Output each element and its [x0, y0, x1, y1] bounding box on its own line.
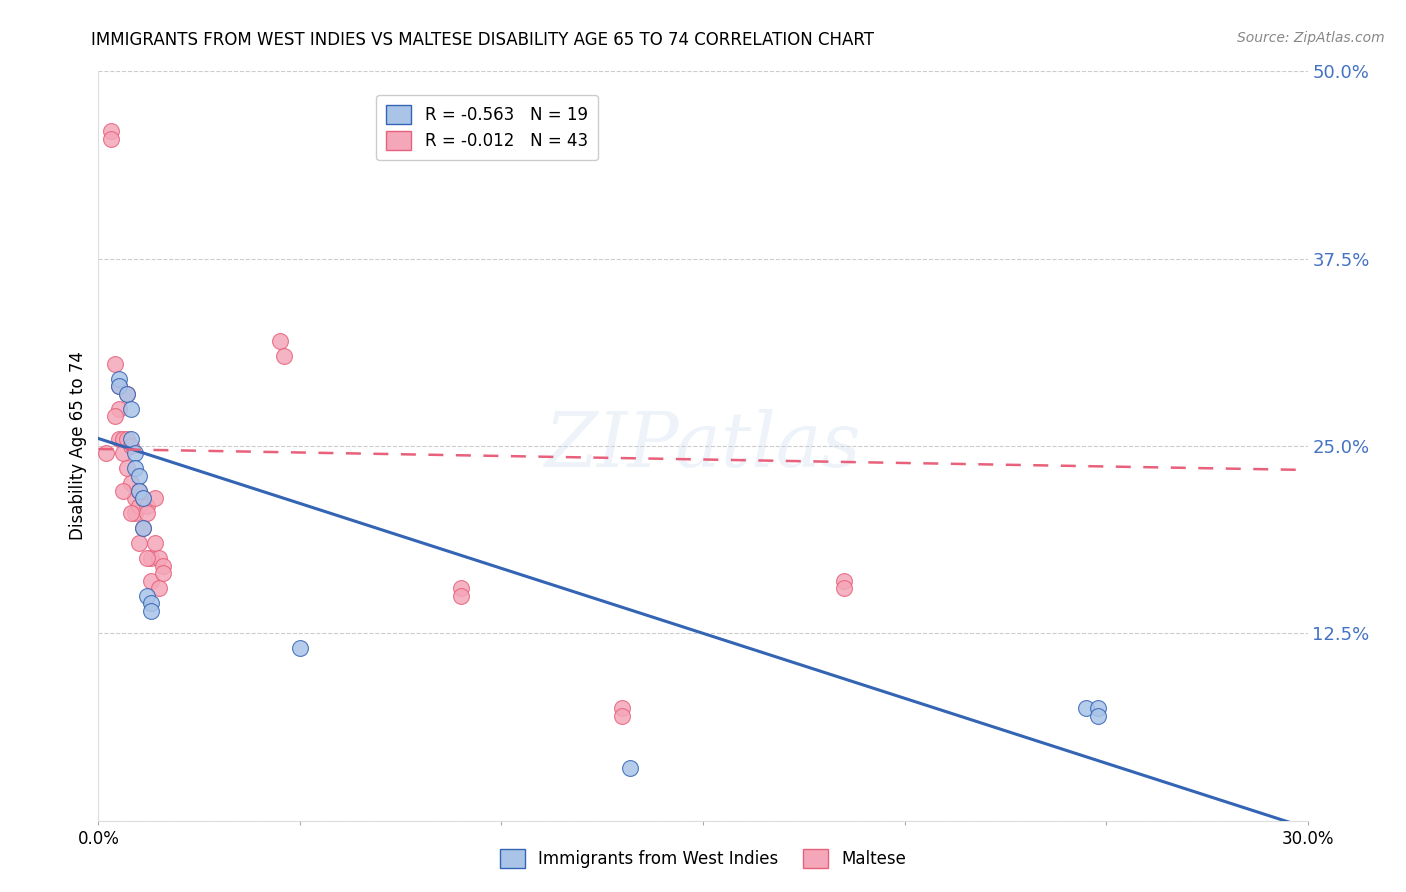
Point — [132, 521, 155, 535]
Point — [152, 558, 174, 573]
Point — [139, 551, 162, 566]
Point — [120, 432, 142, 446]
Point — [107, 371, 129, 385]
Point — [619, 761, 641, 775]
Point — [1074, 701, 1097, 715]
Point — [96, 446, 118, 460]
Legend: Immigrants from West Indies, Maltese: Immigrants from West Indies, Maltese — [494, 842, 912, 875]
Legend: R = -0.563   N = 19, R = -0.012   N = 43: R = -0.563 N = 19, R = -0.012 N = 43 — [377, 95, 598, 160]
Point — [124, 507, 146, 521]
Point — [120, 476, 142, 491]
Point — [103, 409, 125, 423]
Text: ZIPatlas: ZIPatlas — [544, 409, 862, 483]
Point — [128, 483, 150, 498]
Point — [143, 491, 166, 506]
Point — [135, 499, 157, 513]
Point — [115, 461, 138, 475]
Point — [115, 432, 138, 446]
Point — [143, 536, 166, 550]
Point — [115, 386, 138, 401]
Text: Source: ZipAtlas.com: Source: ZipAtlas.com — [1237, 31, 1385, 45]
Point — [273, 349, 295, 363]
Point — [111, 483, 134, 498]
Point — [450, 589, 472, 603]
Point — [120, 507, 142, 521]
Point — [100, 132, 122, 146]
Point — [1087, 701, 1109, 715]
Point — [832, 574, 855, 588]
Point — [139, 596, 162, 610]
Point — [269, 334, 291, 348]
Point — [450, 582, 472, 596]
Point — [135, 589, 157, 603]
Point — [832, 582, 855, 596]
Point — [132, 491, 155, 506]
Point — [124, 461, 146, 475]
Point — [132, 491, 155, 506]
Point — [100, 124, 122, 138]
Point — [1087, 708, 1109, 723]
Point — [132, 521, 155, 535]
Point — [135, 507, 157, 521]
Point — [612, 708, 634, 723]
Point — [135, 551, 157, 566]
Point — [128, 499, 150, 513]
Point — [128, 536, 150, 550]
Point — [288, 641, 311, 656]
Point — [124, 446, 146, 460]
Point — [128, 469, 150, 483]
Point — [103, 357, 125, 371]
Point — [120, 401, 142, 416]
Point — [139, 604, 162, 618]
Point — [107, 379, 129, 393]
Point — [124, 491, 146, 506]
Point — [148, 551, 170, 566]
Point — [612, 701, 634, 715]
Point — [111, 446, 134, 460]
Text: IMMIGRANTS FROM WEST INDIES VS MALTESE DISABILITY AGE 65 TO 74 CORRELATION CHART: IMMIGRANTS FROM WEST INDIES VS MALTESE D… — [91, 31, 875, 49]
Point — [120, 439, 142, 453]
Point — [111, 432, 134, 446]
Point — [107, 432, 129, 446]
Point — [107, 379, 129, 393]
Point — [107, 401, 129, 416]
Point — [139, 574, 162, 588]
Point — [152, 566, 174, 581]
Point — [115, 386, 138, 401]
Point — [128, 483, 150, 498]
Point — [148, 582, 170, 596]
Y-axis label: Disability Age 65 to 74: Disability Age 65 to 74 — [69, 351, 87, 541]
